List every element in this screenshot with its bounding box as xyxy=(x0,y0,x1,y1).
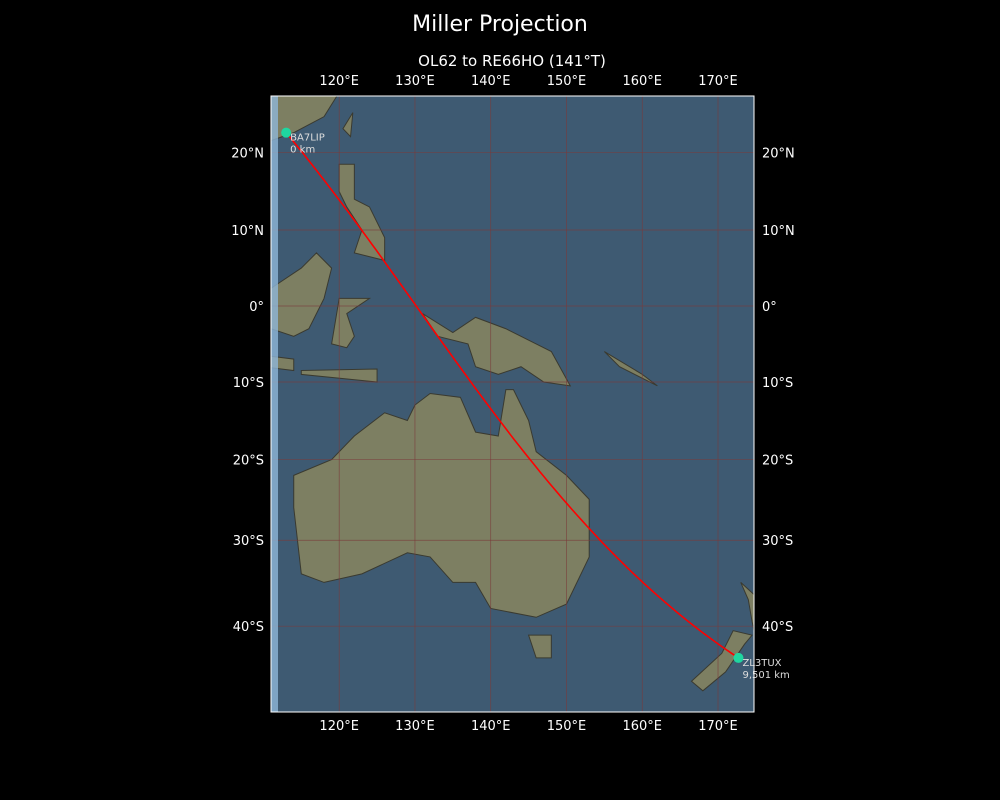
lon-tick-label-bottom: 120°E xyxy=(319,719,359,734)
map-title: Miller Projection xyxy=(412,12,588,37)
lat-tick-label-right: 20°N xyxy=(762,146,795,161)
lat-tick-label-left: 0° xyxy=(249,300,264,315)
lon-tick-label-top: 150°E xyxy=(547,74,587,89)
nz-north xyxy=(740,582,754,634)
lat-tick-label-right: 10°N xyxy=(762,224,795,239)
new-guinea xyxy=(422,313,572,387)
station-distance: 0 km xyxy=(290,145,315,156)
philippines xyxy=(338,163,386,262)
lat-tick-label-right: 40°S xyxy=(762,620,793,635)
lat-tick-label-left: 30°S xyxy=(233,534,264,549)
lat-tick-label-right: 30°S xyxy=(762,534,793,549)
lat-tick-label-right: 0° xyxy=(762,300,777,315)
station-marker xyxy=(733,652,744,663)
lon-tick-label-bottom: 130°E xyxy=(395,719,435,734)
lon-tick-label-bottom: 160°E xyxy=(622,719,662,734)
solomons xyxy=(604,351,658,387)
great-circle-path xyxy=(285,132,739,659)
station-distance: 9,501 km xyxy=(742,670,789,681)
lat-tick-label-left: 40°S xyxy=(233,620,264,635)
lon-tick-label-bottom: 150°E xyxy=(547,719,587,734)
left-edge-strip xyxy=(271,96,278,712)
lat-tick-label-left: 20°S xyxy=(233,454,264,469)
lat-tick-label-right: 10°S xyxy=(762,376,793,391)
borneo xyxy=(271,252,333,337)
lon-tick-label-top: 170°E xyxy=(698,74,738,89)
lon-tick-label-bottom: 170°E xyxy=(698,719,738,734)
station-marker xyxy=(281,127,292,138)
station-callsign: ZL3TUX xyxy=(742,658,781,669)
lon-tick-label-top: 120°E xyxy=(319,74,359,89)
map-frame xyxy=(270,95,755,713)
nz-south xyxy=(690,630,754,692)
lat-tick-label-left: 10°S xyxy=(233,376,264,391)
lat-tick-label-right: 20°S xyxy=(762,454,793,469)
lat-tick-label-left: 20°N xyxy=(231,146,264,161)
taiwan xyxy=(342,112,354,138)
map-layer xyxy=(271,96,754,712)
tasmania xyxy=(527,634,552,659)
lat-tick-label-left: 10°N xyxy=(231,224,264,239)
lon-tick-label-bottom: 140°E xyxy=(471,719,511,734)
lon-tick-label-top: 160°E xyxy=(622,74,662,89)
map-subtitle: OL62 to RE66HO (141°T) xyxy=(418,52,606,70)
station-callsign: BA7LIP xyxy=(290,133,325,144)
lon-tick-label-top: 130°E xyxy=(395,74,435,89)
lon-tick-label-top: 140°E xyxy=(471,74,511,89)
